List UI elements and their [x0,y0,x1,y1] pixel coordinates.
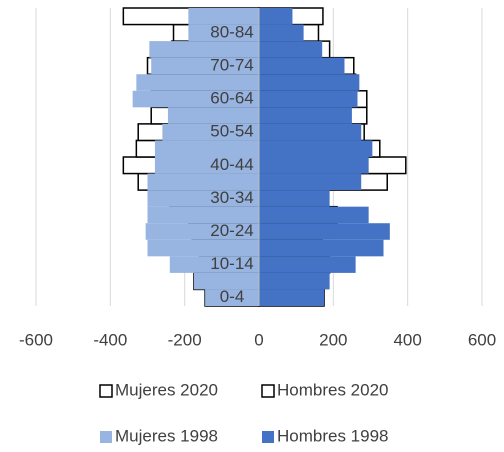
y-tick-label: 0-4 [220,287,245,306]
bar [259,256,356,273]
bar [167,107,259,124]
y-tick-label: 50-54 [210,122,253,141]
bar [132,90,259,108]
bar [154,157,259,174]
legend-label: Hombres 2020 [277,380,389,399]
bar [205,289,259,306]
x-tick-label: -200 [168,330,202,349]
y-tick-label: 30-34 [210,188,253,207]
y-tick-label: 10-14 [210,254,253,273]
legend-swatch [99,384,113,398]
x-tick-label: 400 [393,330,421,349]
legend-label: Hombres 1998 [277,426,389,445]
legend-label: Mujeres 1998 [115,426,218,445]
x-tick-label: 200 [319,330,347,349]
x-tick-label: -400 [93,330,127,349]
y-tick-label: 80-84 [210,22,253,41]
bar [259,90,358,108]
bar [259,8,293,25]
bar [259,24,304,42]
bar [169,256,259,273]
x-tick-label: 0 [254,330,263,349]
x-tick-label: -600 [19,330,53,349]
y-tick-label: 70-74 [210,55,253,74]
bar [188,24,259,42]
bar [147,206,259,224]
y-tick-label: 40-44 [210,155,253,174]
bar [147,239,259,257]
bar [259,140,373,157]
bar [259,41,323,58]
legend-swatch [262,431,274,443]
bar [151,57,259,75]
bar [259,157,369,174]
y-tick-label: 20-24 [210,221,253,240]
bar [259,123,362,141]
bar [259,74,360,91]
y-tick-label: 60-64 [210,89,253,108]
bar [188,8,259,25]
bar [145,223,259,240]
bar [149,41,259,58]
bar [259,239,384,257]
bar [136,74,259,91]
legend-label: Mujeres 2020 [115,380,218,399]
bar [259,107,352,124]
bar [147,190,259,207]
legend-swatch [261,384,275,398]
bar [162,123,259,141]
bar [154,140,259,157]
bar [259,206,369,224]
bar [147,173,259,191]
x-tick-label: 600 [468,330,496,349]
bar [259,272,330,290]
bar [259,173,362,191]
legend-swatch [100,431,112,443]
bar [259,190,330,207]
bar [259,57,345,75]
bar [259,223,390,240]
bar [193,272,259,290]
bar [259,289,325,306]
